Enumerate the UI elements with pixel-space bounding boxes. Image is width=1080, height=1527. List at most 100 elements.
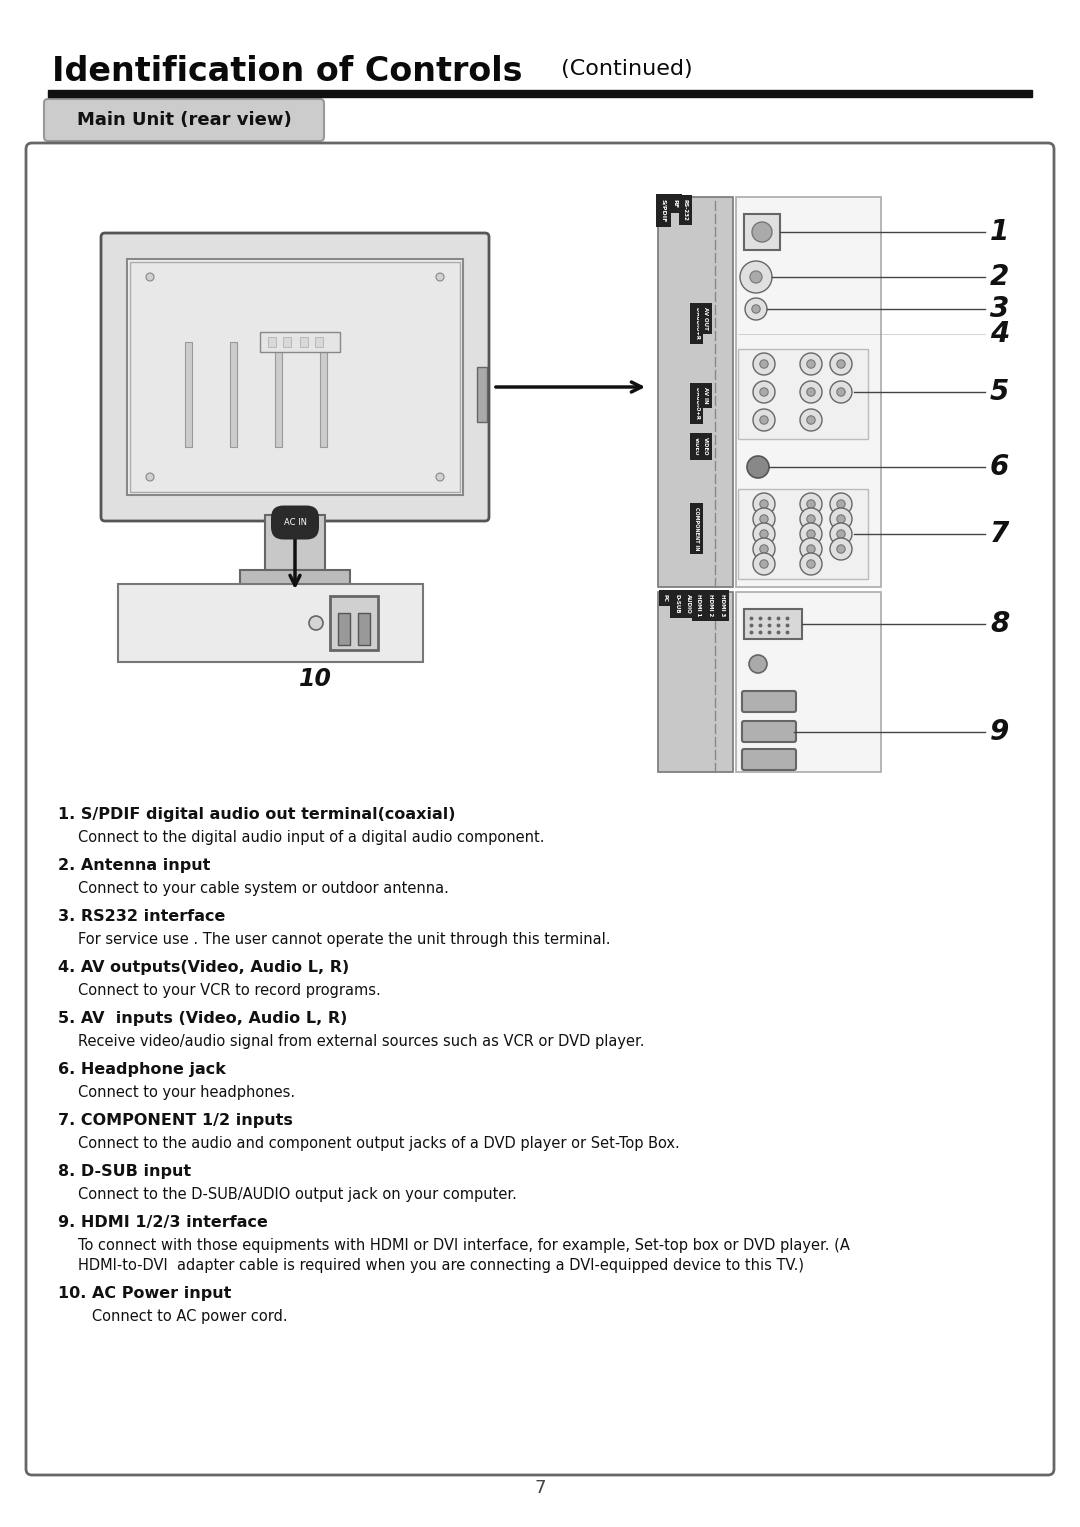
Circle shape (760, 388, 768, 395)
Text: COMPONENT IN: COMPONENT IN (694, 507, 699, 551)
Bar (744, 214, 780, 250)
Text: Connect to your VCR to record programs.: Connect to your VCR to record programs. (78, 983, 381, 999)
Circle shape (807, 388, 815, 395)
Circle shape (760, 545, 768, 553)
Circle shape (753, 538, 775, 560)
Text: PC: PC (663, 594, 669, 602)
Text: Identification of Controls: Identification of Controls (52, 55, 523, 89)
Bar (658, 197, 733, 586)
Text: 7. COMPONENT 1/2 inputs: 7. COMPONENT 1/2 inputs (58, 1113, 293, 1128)
Circle shape (760, 360, 768, 368)
Text: To connect with those equipments with HDMI or DVI interface, for example, Set-to: To connect with those equipments with HD… (78, 1238, 850, 1254)
Circle shape (800, 508, 822, 530)
Text: VIDEO: VIDEO (703, 437, 708, 455)
Text: AUDIO: AUDIO (686, 594, 691, 614)
Text: Main Unit (rear view): Main Unit (rear view) (77, 111, 292, 128)
Bar (315, 337, 323, 347)
Text: 1. S/PDIF digital audio out terminal(coaxial): 1. S/PDIF digital audio out terminal(coa… (58, 806, 456, 822)
Text: (Continued): (Continued) (554, 60, 692, 79)
Circle shape (800, 353, 822, 376)
Bar (738, 489, 868, 579)
Circle shape (750, 655, 767, 673)
Circle shape (753, 409, 775, 431)
Circle shape (831, 493, 852, 515)
Circle shape (831, 538, 852, 560)
Text: HDMI 2: HDMI 2 (708, 594, 713, 617)
Bar (738, 350, 868, 438)
Circle shape (807, 515, 815, 524)
Text: Connect to the audio and component output jacks of a DVD player or Set-Top Box.: Connect to the audio and component outpu… (78, 1136, 679, 1151)
Text: For service use . The user cannot operate the unit through this terminal.: For service use . The user cannot operat… (78, 931, 610, 947)
Text: D-SUB: D-SUB (674, 594, 679, 614)
Text: Connect to your cable system or outdoor antenna.: Connect to your cable system or outdoor … (78, 881, 449, 896)
Circle shape (831, 353, 852, 376)
Text: 2: 2 (990, 263, 1009, 292)
Circle shape (807, 415, 815, 425)
Circle shape (837, 515, 846, 524)
Text: 1: 1 (990, 218, 1009, 246)
Circle shape (753, 553, 775, 576)
Bar (118, 583, 423, 663)
Circle shape (760, 499, 768, 508)
Circle shape (800, 493, 822, 515)
Bar (240, 570, 350, 586)
Text: 3: 3 (990, 295, 1009, 324)
Text: 10. AC Power input: 10. AC Power input (58, 1286, 231, 1301)
Bar (130, 263, 460, 492)
Circle shape (807, 545, 815, 553)
Bar (268, 337, 276, 347)
Circle shape (807, 530, 815, 538)
Circle shape (752, 305, 760, 313)
Bar (357, 612, 370, 644)
Bar (658, 592, 733, 773)
Bar (185, 342, 192, 447)
Text: 7: 7 (990, 521, 1009, 548)
Circle shape (800, 409, 822, 431)
Text: 6. Headphone jack: 6. Headphone jack (58, 1061, 226, 1077)
Text: Receive video/audio signal from external sources such as VCR or DVD player.: Receive video/audio signal from external… (78, 1034, 645, 1049)
Circle shape (309, 615, 323, 631)
Circle shape (837, 499, 846, 508)
Text: HDMI 1: HDMI 1 (696, 594, 701, 617)
Circle shape (800, 382, 822, 403)
Text: Connect to the D-SUB/AUDIO output jack on your computer.: Connect to the D-SUB/AUDIO output jack o… (78, 1186, 517, 1202)
FancyBboxPatch shape (26, 144, 1054, 1475)
Circle shape (807, 560, 815, 568)
Bar (230, 342, 237, 447)
Text: 4. AV outputs(Video, Audio L, R): 4. AV outputs(Video, Audio L, R) (58, 960, 349, 976)
Text: RF: RF (672, 199, 677, 208)
Bar (283, 337, 291, 347)
Text: HDMI-to-DVI  adapter cable is required when you are connecting a DVI-equipped de: HDMI-to-DVI adapter cable is required wh… (78, 1258, 804, 1274)
Circle shape (753, 508, 775, 530)
Text: AC IN: AC IN (283, 518, 307, 527)
Circle shape (831, 382, 852, 403)
Bar (300, 337, 308, 347)
Text: 9. HDMI 1/2/3 interface: 9. HDMI 1/2/3 interface (58, 1215, 268, 1231)
Text: 7: 7 (535, 1480, 545, 1496)
Text: 5. AV  inputs (Video, Audio L, R): 5. AV inputs (Video, Audio L, R) (58, 1011, 348, 1026)
Circle shape (800, 553, 822, 576)
Circle shape (837, 545, 846, 553)
Circle shape (837, 530, 846, 538)
Circle shape (753, 353, 775, 376)
Circle shape (760, 530, 768, 538)
Text: Connect to your headphones.: Connect to your headphones. (78, 1086, 295, 1099)
Text: L-AUDIO+R: L-AUDIO+R (694, 386, 699, 420)
Text: 3. RS232 interface: 3. RS232 interface (58, 909, 226, 924)
Circle shape (831, 508, 852, 530)
Text: Connect to AC power cord.: Connect to AC power cord. (78, 1309, 287, 1324)
Circle shape (752, 221, 772, 241)
Text: AV IN: AV IN (703, 386, 708, 403)
Circle shape (800, 524, 822, 545)
Text: S/PDIF: S/PDIF (661, 199, 666, 223)
Bar (735, 197, 881, 586)
Text: RS-232: RS-232 (683, 199, 688, 221)
Circle shape (146, 273, 154, 281)
Text: 5: 5 (990, 379, 1009, 406)
Text: HDMI 3: HDMI 3 (720, 594, 725, 617)
Text: 4: 4 (990, 321, 1009, 348)
Circle shape (837, 360, 846, 368)
FancyBboxPatch shape (742, 750, 796, 770)
Text: 9: 9 (990, 718, 1009, 747)
Bar (275, 342, 282, 447)
